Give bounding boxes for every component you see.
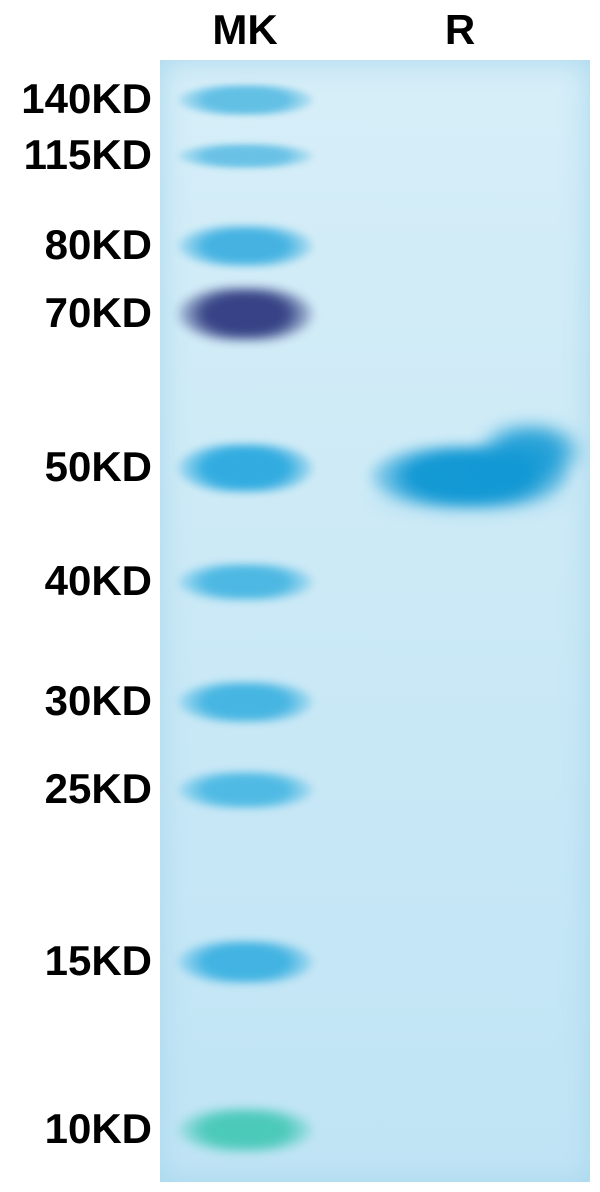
marker-band: [178, 564, 313, 600]
mw-label: 10KD: [2, 1105, 152, 1153]
lane-label: R: [430, 6, 490, 54]
marker-band: [178, 682, 313, 722]
mw-label: 50KD: [2, 443, 152, 491]
marker-band: [178, 288, 313, 340]
sample-band-under: [370, 479, 570, 512]
sample-band-tail: [480, 425, 580, 479]
marker-band: [178, 226, 313, 266]
mw-label: 30KD: [2, 677, 152, 725]
mw-label: 140KD: [2, 75, 152, 123]
mw-label: 40KD: [2, 557, 152, 605]
mw-label: 115KD: [2, 131, 152, 179]
gel-figure: MK R 140KD 115KD 80KD 70KD 50KD 40KD 30KD 25KD 15…: [0, 0, 600, 1192]
mw-label: 15KD: [2, 937, 152, 985]
mw-label: 80KD: [2, 221, 152, 269]
mw-label: 25KD: [2, 765, 152, 813]
marker-band: [178, 772, 313, 808]
marker-band: [178, 444, 313, 492]
marker-band: [178, 85, 313, 115]
lane-label: MK: [200, 6, 290, 54]
mw-label: 70KD: [2, 289, 152, 337]
marker-band: [178, 1109, 313, 1151]
marker-band: [178, 144, 313, 168]
marker-band: [178, 941, 313, 983]
